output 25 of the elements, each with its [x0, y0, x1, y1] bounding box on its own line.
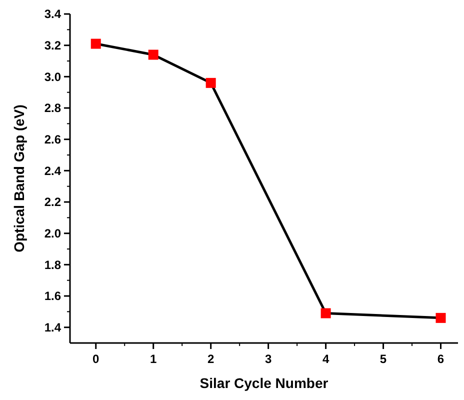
x-tick-label: 2	[207, 352, 214, 366]
x-tick-label: 1	[150, 352, 158, 366]
point	[148, 50, 158, 60]
x-tick-label: 5	[380, 352, 387, 366]
y-tick-label: 3.2	[44, 38, 62, 53]
y-tick-label: 2.0	[44, 226, 62, 241]
y-tick-label: 3.4	[44, 7, 62, 22]
x-tick-label: 0	[92, 352, 100, 366]
y-tick-label: 1.8	[44, 258, 62, 272]
y-tick-label: 2.2	[44, 195, 62, 210]
y-axis-title: Optical Band Gap (eV)	[11, 104, 27, 252]
point	[320, 308, 331, 318]
point	[90, 38, 101, 49]
point	[206, 78, 216, 88]
y-tick-label: 2.4	[44, 164, 62, 178]
y-tick-label: 2.6	[44, 132, 62, 147]
y-tick-label: 3.0	[44, 70, 62, 84]
x-tick-label: 4	[322, 352, 330, 366]
y-tick-label: 1.4	[44, 320, 62, 335]
y-tick-label: 2.8	[44, 101, 62, 116]
x-tick-label: 3	[264, 352, 272, 366]
point	[436, 312, 446, 323]
y-tick-label: 1.6	[44, 289, 62, 304]
x-tick-label: 6	[437, 352, 444, 366]
x-axis-title: Silar Cycle Number	[200, 375, 329, 391]
